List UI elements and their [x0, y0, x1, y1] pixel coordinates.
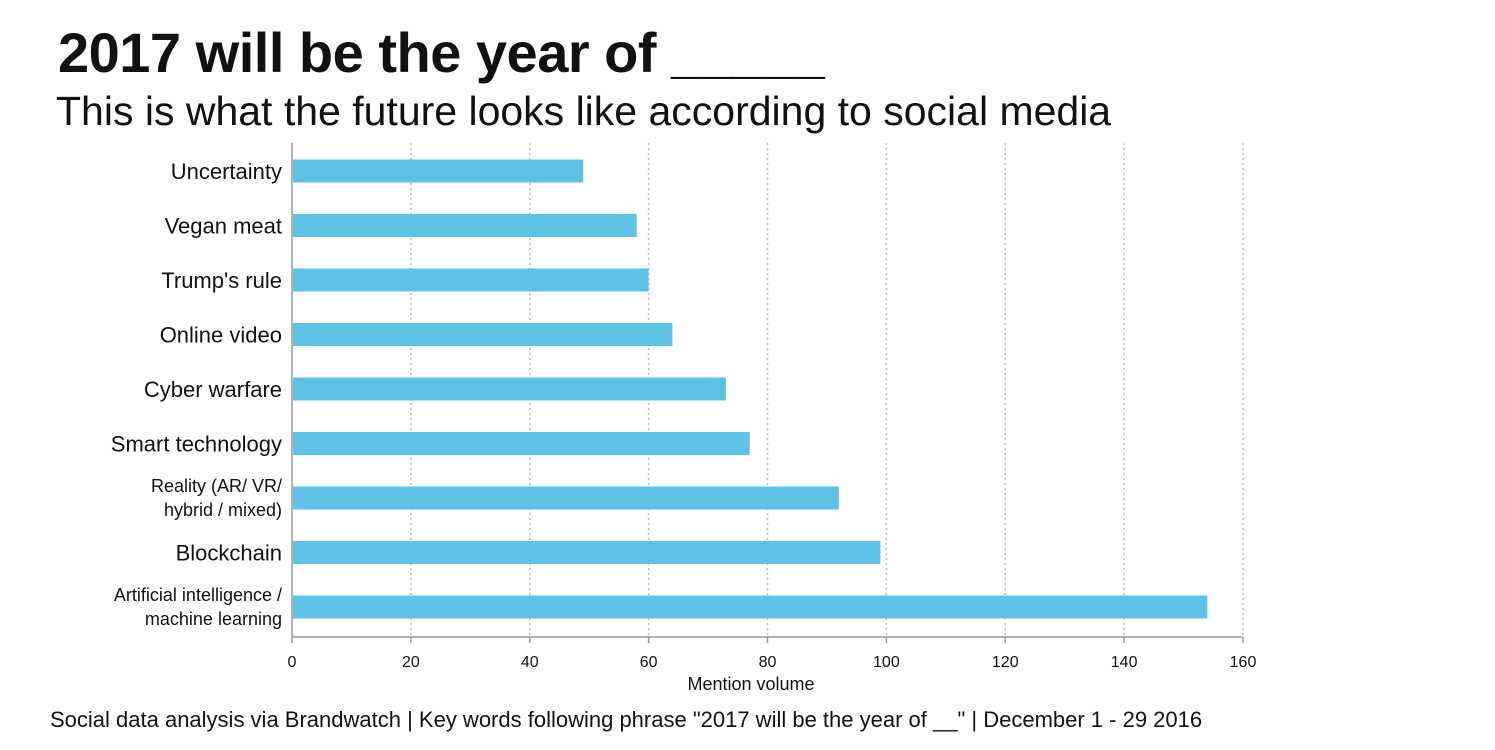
- x-axis-label: Mention volume: [687, 674, 814, 694]
- x-tick-label: 160: [1230, 654, 1257, 671]
- category-label: hybrid / mixed): [164, 500, 282, 520]
- x-tick-label: 120: [992, 654, 1019, 671]
- bar-chart: 0 20 40 60 80 100 120 140 160 Uncertainty Vegan m…: [111, 143, 1257, 694]
- category-labels: Uncertainty Vegan meat Trump's rule Online …: [111, 159, 282, 629]
- category-label: Trump's rule: [161, 268, 282, 293]
- category-label: Uncertainty: [171, 159, 282, 184]
- category-label: Online video: [160, 323, 282, 348]
- bar: [293, 486, 839, 510]
- category-label: Smart technology: [111, 432, 282, 457]
- bar: [293, 323, 673, 346]
- x-tick-label: 80: [759, 654, 777, 671]
- source-note: Social data analysis via Brandwatch | Ke…: [50, 707, 1203, 732]
- x-tick-label: 140: [1111, 654, 1138, 671]
- x-axis: 0 20 40 60 80 100 120 140 160: [288, 143, 1257, 671]
- x-tick-label: 20: [402, 654, 420, 671]
- category-label: Artificial intelligence /: [114, 585, 282, 605]
- x-tick-label: 60: [640, 654, 658, 671]
- category-label: Cyber warfare: [144, 377, 282, 402]
- bar: [293, 268, 649, 292]
- x-tick-label: 100: [873, 654, 900, 671]
- bar: [293, 159, 584, 183]
- bar: [293, 377, 726, 401]
- bar: [293, 432, 750, 455]
- x-tick-label: 40: [521, 654, 539, 671]
- chart-title: 2017 will be the year of _____: [58, 21, 825, 84]
- x-tick-label: 0: [288, 654, 297, 671]
- bar: [293, 595, 1208, 619]
- category-label: Reality (AR/ VR/: [151, 476, 282, 496]
- category-label: Blockchain: [176, 541, 282, 566]
- bars: [293, 159, 1208, 619]
- category-label: Vegan meat: [165, 214, 282, 239]
- bar: [293, 214, 637, 237]
- category-label: machine learning: [145, 609, 282, 629]
- chart-subtitle: This is what the future looks like accor…: [56, 88, 1112, 134]
- bar: [293, 541, 881, 564]
